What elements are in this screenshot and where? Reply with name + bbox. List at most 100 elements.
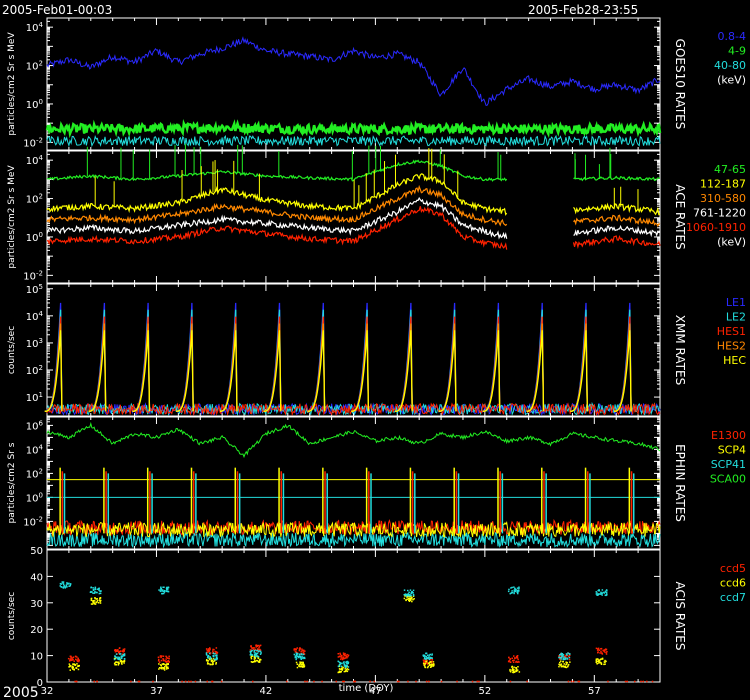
ace-legend-761-1220: 761-1220 [693,207,746,220]
ace-series-1060-1910 [46,206,661,250]
acis-point-ccd6 [302,662,304,665]
acis-point-ccd6 [114,664,116,666]
acis-point-ccd5 [426,659,428,662]
acis-point-ccd7 [301,655,303,657]
acis-point-ccd6 [567,663,570,666]
acis-point-ccd6 [96,598,98,600]
acis-point-ccd7 [301,657,303,659]
acis-point-ccd7 [595,593,598,595]
acis-point-ccd6 [160,665,162,667]
acis-point-ccd5 [117,650,119,652]
acis-point-ccd7 [253,649,256,652]
acis-point-ccd6 [165,668,168,670]
ephin-y-tick-label: 106 [26,419,44,432]
acis-point-ccd6 [298,664,300,667]
acis-point-ccd7 [259,650,262,653]
acis-point-ccd6 [162,663,165,665]
acis-point-ccd7 [254,656,257,658]
acis-point-ccd5 [304,680,306,683]
acis-point-ccd5 [646,680,648,683]
acis-point-ccd7 [295,657,298,659]
acis-point-ccd7 [517,592,519,595]
acis-point-ccd7 [92,592,94,594]
acis-point-ccd6 [212,658,215,660]
acis-point-ccd5 [344,657,347,659]
acis-point-ccd7 [216,655,218,657]
acis-point-ccd6 [116,661,118,664]
acis-point-ccd5 [304,650,306,652]
acis-point-ccd7 [596,594,598,596]
acis-point-ccd7 [405,595,408,597]
acis-point-ccd6 [250,657,253,660]
acis-point-ccd6 [94,597,96,599]
acis-point-ccd5 [516,655,519,657]
acis-point-ccd5 [313,680,315,683]
acis-point-ccd5 [513,655,515,657]
acis-point-ccd5 [345,655,348,658]
acis-point-ccd6 [299,665,301,668]
acis-point-ccd6 [341,669,343,671]
acis-point-ccd6 [564,665,566,668]
acis-point-ccd6 [342,666,344,669]
acis-point-ccd5 [220,680,223,683]
goes-legend-4-9: 4-9 [728,45,746,58]
xmm-peak [482,330,501,412]
acis-point-ccd5 [295,648,297,650]
acis-point-ccd7 [256,655,259,657]
acis-point-ccd6 [159,664,162,666]
acis-point-ccd5 [118,650,121,653]
acis-point-ccd7 [296,653,299,655]
acis-point-ccd7 [162,589,164,591]
acis-point-ccd6 [258,661,261,663]
acis-point-ccd7 [345,665,347,668]
acis-point-ccd6 [215,663,217,665]
acis-point-ccd7 [116,658,119,660]
acis-point-ccd5 [123,650,125,653]
acis-point-ccd6 [69,669,71,671]
acis-point-ccd7 [605,589,608,591]
acis-point-ccd7 [412,589,415,592]
acis-point-ccd6 [404,595,406,597]
acis-point-ccd5 [344,654,346,656]
acis-point-ccd7 [295,658,297,661]
acis-point-ccd7 [216,658,218,660]
acis-point-ccd5 [343,653,346,656]
acis-point-ccd7 [560,658,563,660]
acis-point-ccd7 [254,652,257,654]
acis-point-ccd5 [69,658,71,661]
acis-point-ccd7 [431,657,433,659]
acis-point-ccd6 [511,666,513,668]
acis-point-ccd5 [341,658,344,661]
ephin-low-band [46,530,661,549]
acis-legend-ccd7: ccd7 [720,591,746,604]
acis-point-ccd6 [206,663,209,665]
acis-point-ccd7 [90,586,92,589]
x-tick-label: 32 [41,686,54,697]
acis-point-ccd5 [595,647,598,650]
acis-point-ccd7 [62,587,65,589]
acis-point-ccd5 [640,680,642,683]
ephin-legend-sca00: SCA00 [710,473,746,486]
acis-point-ccd7 [118,658,120,660]
acis-point-ccd7 [162,586,164,588]
acis-point-ccd6 [513,668,515,671]
acis-point-ccd6 [93,603,96,605]
acis-point-ccd7 [257,649,259,652]
acis-point-ccd5 [166,660,168,663]
acis-point-ccd5 [184,680,187,683]
acis-point-ccd6 [346,668,349,670]
acis-point-ccd7 [515,589,517,591]
acis-point-ccd6 [429,664,432,666]
acis-point-ccd5 [603,651,606,653]
acis-point-ccd6 [597,660,599,663]
acis-point-ccd5 [294,649,296,651]
acis-point-ccd6 [346,670,349,673]
acis-point-ccd7 [99,590,101,592]
goes-series-4-9 [45,119,662,139]
acis-point-ccd7 [295,655,298,657]
acis-point-ccd7 [511,586,513,589]
acis-point-ccd6 [208,657,211,660]
acis-point-ccd5 [74,680,76,683]
acis-point-ccd6 [295,661,298,664]
